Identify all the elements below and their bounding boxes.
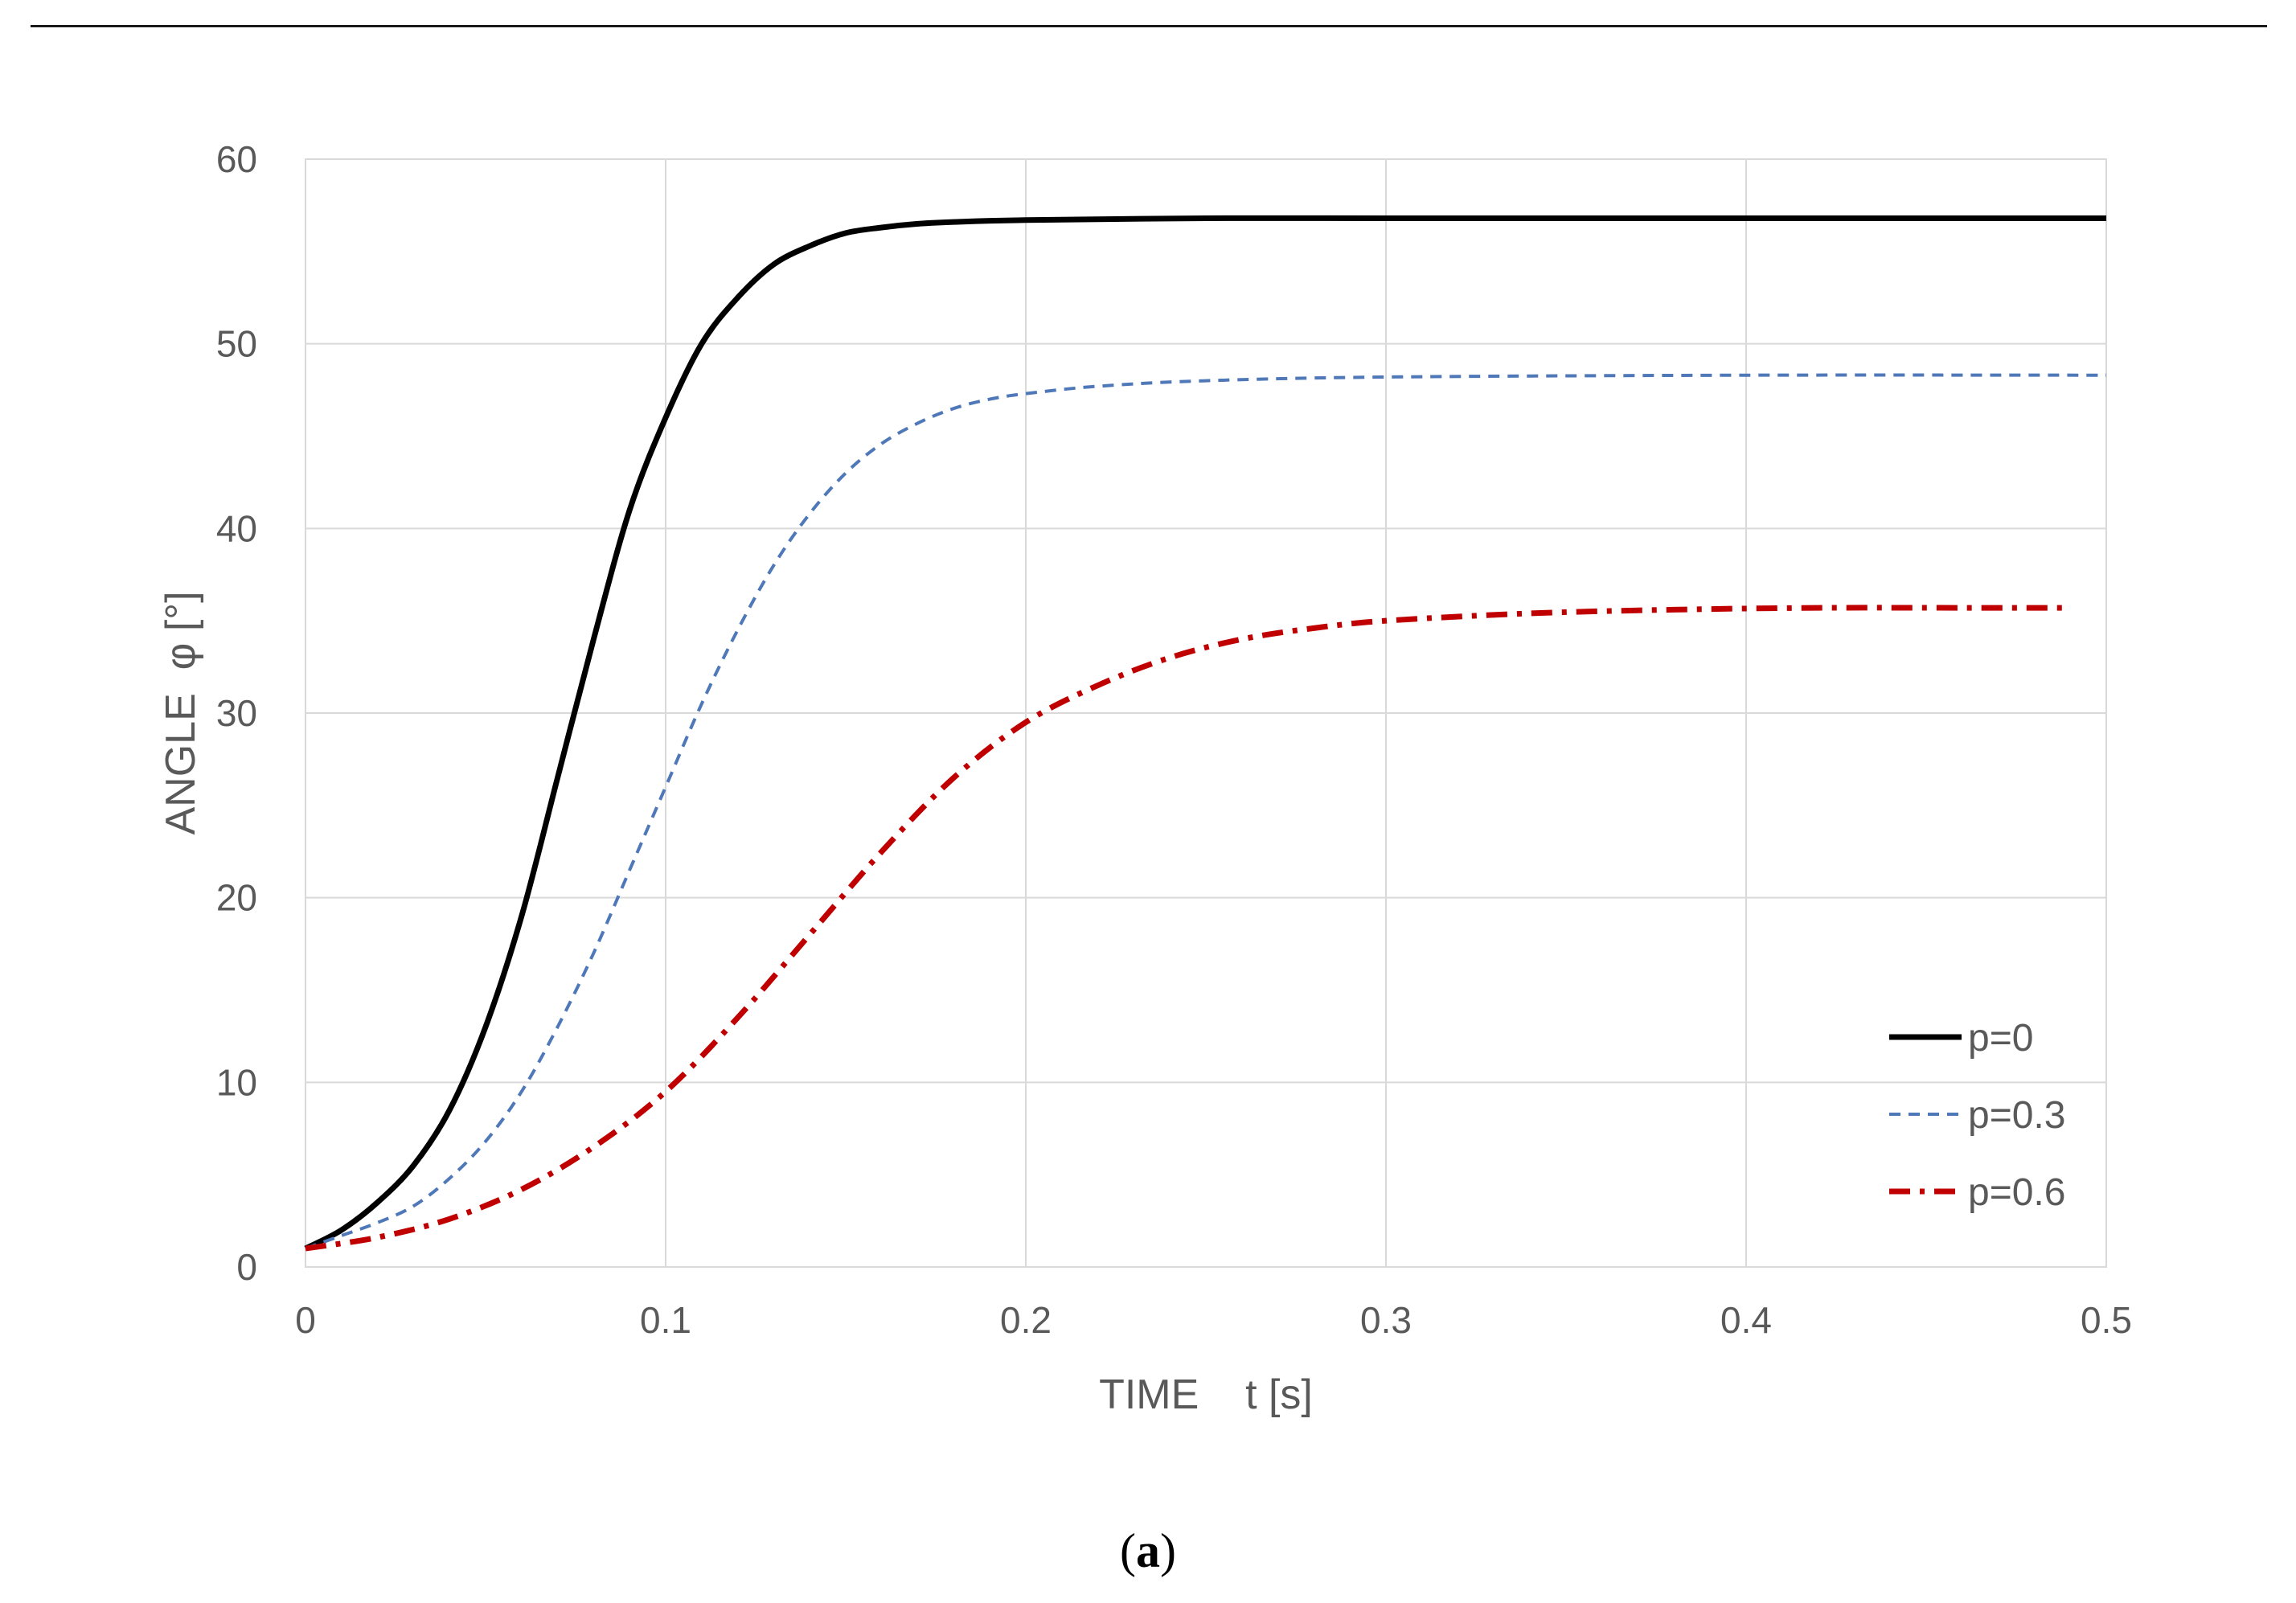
y-tick-label: 30 — [216, 692, 257, 734]
tick-labels: 0 10 20 30 40 50 60 0 0.1 0.2 0.3 0.4 0.5 — [216, 138, 2132, 1341]
y-tick-label: 40 — [216, 507, 257, 549]
caption-letter: a — [1136, 1524, 1160, 1577]
y-tick-label: 50 — [216, 323, 257, 365]
y-tick-label: 10 — [216, 1061, 257, 1103]
caption-open-paren: ( — [1120, 1524, 1136, 1577]
x-tick-label: 0.1 — [640, 1299, 691, 1341]
grid-lines — [305, 159, 2106, 1267]
y-tick-label: 60 — [216, 138, 257, 180]
y-tick-label: 0 — [236, 1246, 257, 1288]
legend: p=0 p=0.3 p=0.6 — [1889, 1017, 2065, 1214]
x-tick-label: 0.4 — [1720, 1299, 1772, 1341]
x-axis-label: TIME t [s] — [1099, 1371, 1313, 1418]
series-line-p-0-3 — [305, 373, 2107, 1250]
x-tick-label: 0.2 — [1000, 1299, 1052, 1341]
series-lines — [304, 215, 2107, 1252]
x-tick-label: 0.5 — [2081, 1299, 2132, 1341]
x-tick-label: 0.3 — [1360, 1299, 1412, 1341]
legend-label-p-0: p=0 — [1968, 1017, 2033, 1060]
top-rule — [31, 25, 2267, 27]
caption-close-paren: ) — [1160, 1524, 1176, 1577]
y-axis-label: ANGLE φ [°] — [158, 591, 204, 834]
series-line-p-0 — [304, 215, 2106, 1252]
figure-caption: (a) — [0, 1523, 2296, 1579]
legend-label-p-0-6: p=0.6 — [1968, 1171, 2065, 1214]
series-line-p-0-6 — [305, 605, 2071, 1252]
x-tick-label: 0 — [295, 1299, 316, 1341]
legend-label-p-0-3: p=0.3 — [1968, 1094, 2065, 1137]
line-chart: 0 10 20 30 40 50 60 0 0.1 0.2 0.3 0.4 0.5 TIME t [s]… — [158, 138, 2132, 1418]
y-tick-label: 20 — [216, 877, 257, 919]
